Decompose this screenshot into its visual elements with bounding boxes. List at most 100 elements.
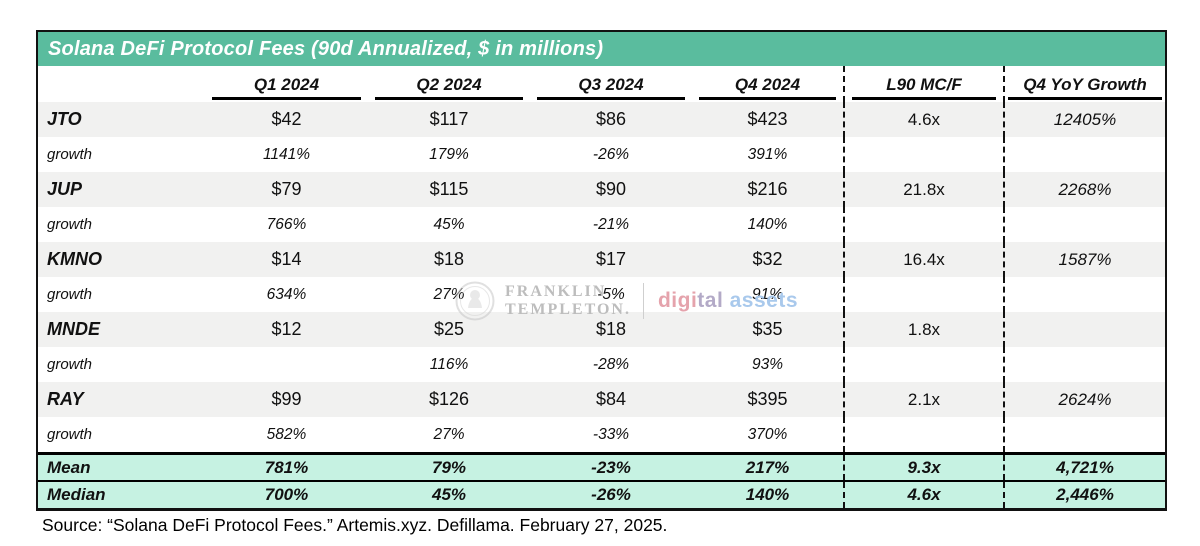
fee-cell: $14 xyxy=(271,249,302,269)
summary-cell: 45% xyxy=(431,485,467,504)
growth-cell xyxy=(843,137,1003,172)
growth-label: growth xyxy=(47,286,93,303)
growth-label: growth xyxy=(47,146,93,163)
mcf-cell: 1.8x xyxy=(843,312,1003,347)
table-row-jup: JUP $79 $115 $90 $216 21.8x 2268% xyxy=(38,172,1165,207)
summary-cell: 2,446% xyxy=(1003,482,1165,508)
fee-cell: $42 xyxy=(271,109,302,129)
fee-cell: $216 xyxy=(747,179,788,199)
summary-cell: 700% xyxy=(264,485,309,504)
yoy-cell: 2624% xyxy=(1003,382,1165,417)
fee-cell: $99 xyxy=(271,389,302,409)
summary-cell: 217% xyxy=(745,457,790,477)
fee-cell: $90 xyxy=(595,179,627,199)
table-row-jup-growth: growth 766% 45% -21% 140% xyxy=(38,207,1165,242)
growth-cell: 116% xyxy=(429,355,469,373)
fee-cell: $84 xyxy=(595,389,627,409)
growth-cell xyxy=(1003,347,1165,382)
growth-cell xyxy=(843,347,1003,382)
growth-cell: 179% xyxy=(429,145,469,163)
summary-cell: 781% xyxy=(264,457,309,477)
growth-cell: -21% xyxy=(592,215,630,233)
col-header-mcf: L90 MC/F xyxy=(843,66,1003,102)
ticker-label: KMNO xyxy=(47,249,102,269)
growth-cell: 582% xyxy=(266,425,307,443)
fee-cell: $17 xyxy=(595,249,627,269)
header-row: Q1 2024 Q2 2024 Q3 2024 Q4 2024 L90 MC/F… xyxy=(38,66,1165,102)
summary-row-mean: Mean 781% 79% -23% 217% 9.3x 4,721% xyxy=(38,452,1165,480)
growth-cell xyxy=(1003,137,1165,172)
col-header-q1: Q1 2024 xyxy=(205,66,368,102)
ticker-label: JTO xyxy=(47,109,82,129)
growth-cell xyxy=(843,207,1003,242)
summary-cell: 9.3x xyxy=(843,455,1003,480)
table-row-jto: JTO $42 $117 $86 $423 4.6x 12405% xyxy=(38,102,1165,137)
table-row-ray: RAY $99 $126 $84 $395 2.1x 2624% xyxy=(38,382,1165,417)
summary-label: Median xyxy=(47,485,106,504)
growth-cell: 1141% xyxy=(262,145,311,163)
summary-label: Mean xyxy=(47,457,91,477)
yoy-cell xyxy=(1003,312,1165,347)
fee-cell: $395 xyxy=(747,389,788,409)
growth-label: growth xyxy=(47,426,93,443)
growth-cell: 140% xyxy=(747,215,788,233)
summary-cell: 79% xyxy=(431,457,467,477)
yoy-cell: 1587% xyxy=(1003,242,1165,277)
fee-cell: $18 xyxy=(595,319,627,339)
growth-cell: -28% xyxy=(592,355,630,373)
yoy-cell: 12405% xyxy=(1003,102,1165,137)
growth-cell: -33% xyxy=(592,425,630,443)
fee-cell: $126 xyxy=(428,389,470,409)
growth-cell: 634% xyxy=(266,285,307,303)
fee-cell: $423 xyxy=(747,109,788,129)
table-row-kmno: KMNO $14 $18 $17 $32 16.4x 1587% xyxy=(38,242,1165,277)
mcf-cell: 16.4x xyxy=(843,242,1003,277)
col-header-q2: Q2 2024 xyxy=(368,66,530,102)
ticker-label: MNDE xyxy=(47,319,100,339)
col-header-q4: Q4 2024 xyxy=(692,66,843,102)
table-row-kmno-growth: growth 634% 27% -5% 91% xyxy=(38,277,1165,312)
col-header-yoy: Q4 YoY Growth xyxy=(1003,66,1165,102)
table-row-mnde: MNDE $12 $25 $18 $35 1.8x xyxy=(38,312,1165,347)
yoy-cell: 2268% xyxy=(1003,172,1165,207)
table-row-ray-growth: growth 582% 27% -33% 370% xyxy=(38,417,1165,452)
table-row-mnde-growth: growth 116% -28% 93% xyxy=(38,347,1165,382)
growth-cell: 93% xyxy=(751,355,784,373)
growth-cell: 45% xyxy=(433,215,465,233)
fee-cell: $115 xyxy=(429,179,469,199)
fee-cell: $86 xyxy=(595,109,627,129)
growth-cell: -26% xyxy=(592,145,630,163)
growth-cell: 27% xyxy=(433,285,465,303)
source-citation: Source: “Solana DeFi Protocol Fees.” Art… xyxy=(42,515,668,535)
summary-cell: -26% xyxy=(591,485,631,504)
growth-cell: 370% xyxy=(747,425,788,443)
fee-cell: $35 xyxy=(752,319,783,339)
growth-cell xyxy=(1003,207,1165,242)
summary-cell: 140% xyxy=(745,485,790,504)
fee-cell: $79 xyxy=(271,179,302,199)
growth-cell xyxy=(205,347,368,382)
growth-cell: 391% xyxy=(747,145,788,163)
mcf-cell: 4.6x xyxy=(843,102,1003,137)
growth-label: growth xyxy=(47,216,93,233)
summary-cell: -23% xyxy=(591,457,631,477)
fee-cell: $25 xyxy=(433,319,465,339)
growth-cell xyxy=(1003,417,1165,452)
summary-cell: 4,721% xyxy=(1003,455,1165,480)
summary-cell: 4.6x xyxy=(843,482,1003,508)
mcf-cell: 21.8x xyxy=(843,172,1003,207)
growth-cell xyxy=(843,417,1003,452)
fees-table: Solana DeFi Protocol Fees (90d Annualize… xyxy=(36,30,1167,511)
fee-cell: $18 xyxy=(433,249,465,269)
growth-cell: -5% xyxy=(597,285,625,303)
growth-cell xyxy=(1003,277,1165,312)
table-title-bar: Solana DeFi Protocol Fees (90d Annualize… xyxy=(38,32,1165,66)
growth-cell: 766% xyxy=(266,215,307,233)
table-row-jto-growth: growth 1141% 179% -26% 391% xyxy=(38,137,1165,172)
fee-cell: $32 xyxy=(752,249,783,269)
fee-cell: $12 xyxy=(271,319,302,339)
growth-cell: 27% xyxy=(433,425,465,443)
ticker-label: JUP xyxy=(47,179,83,199)
growth-cell xyxy=(843,277,1003,312)
